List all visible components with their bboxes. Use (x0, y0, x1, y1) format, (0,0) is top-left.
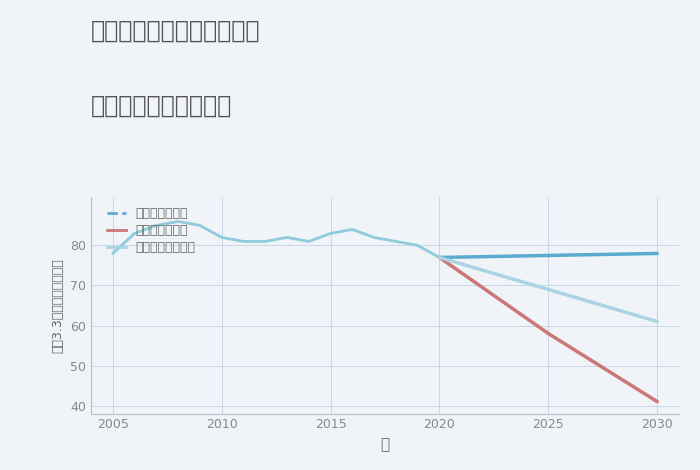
X-axis label: 年: 年 (380, 437, 390, 452)
Legend: グッドシナリオ, バッドシナリオ, ノーマルシナリオ: グッドシナリオ, バッドシナリオ, ノーマルシナリオ (103, 204, 200, 258)
Y-axis label: 坪（3.3㎡）単価（万円）: 坪（3.3㎡）単価（万円） (52, 258, 64, 353)
Text: 兵庫県姫路市大津区新町の: 兵庫県姫路市大津区新町の (91, 19, 260, 43)
Text: 中古戸建ての価格推移: 中古戸建ての価格推移 (91, 94, 232, 118)
